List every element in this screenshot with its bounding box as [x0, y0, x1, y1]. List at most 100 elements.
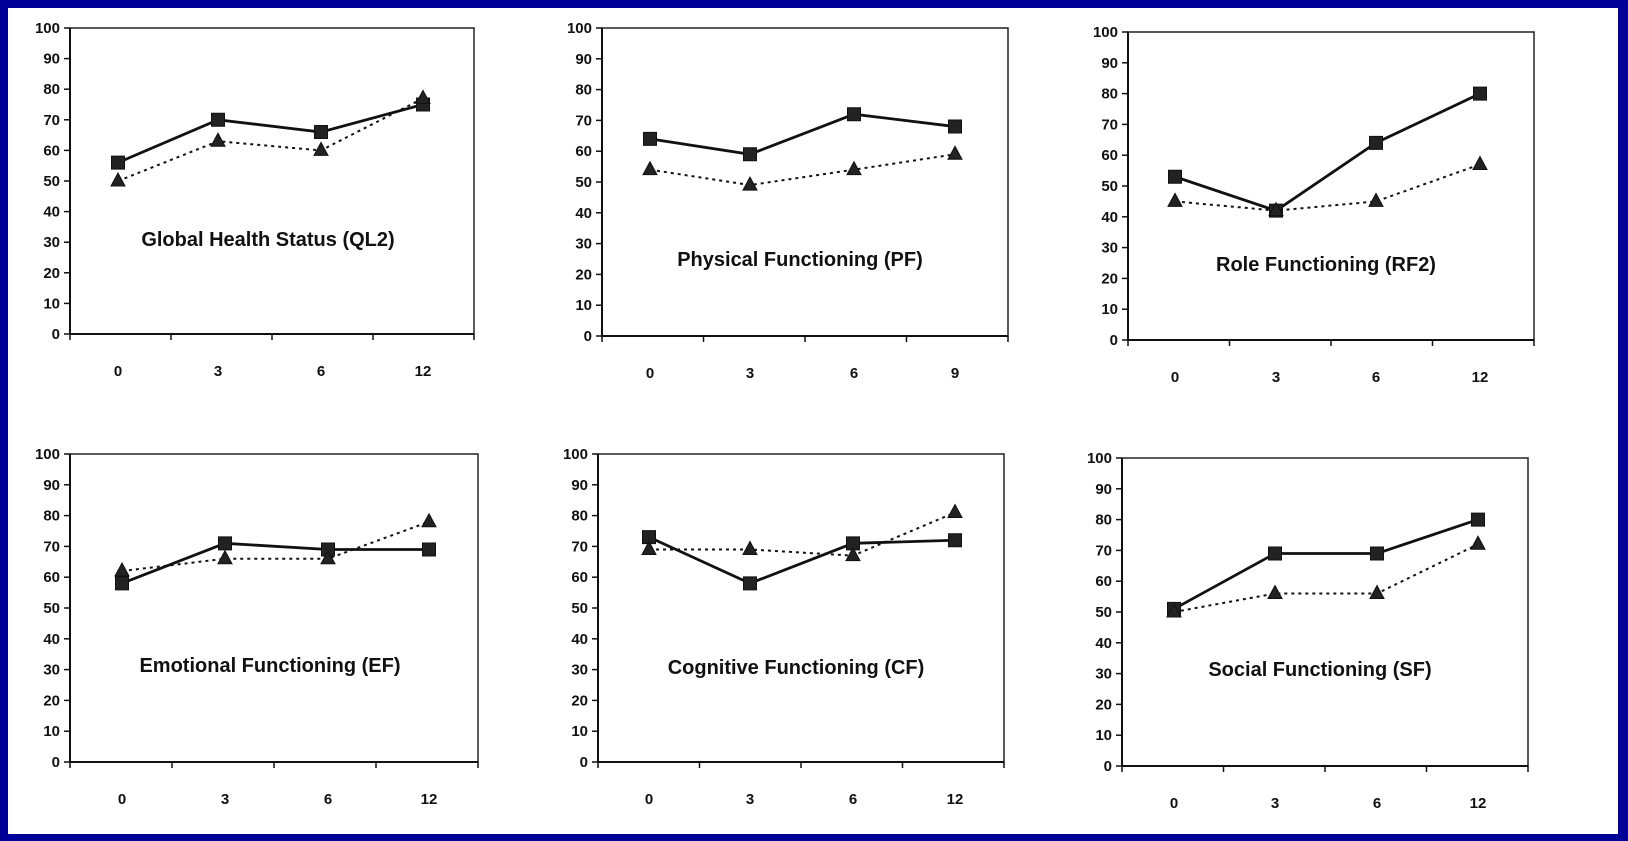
y-tick-label: 100: [35, 20, 60, 37]
y-tick-label: 70: [571, 538, 588, 555]
x-tick-label: 9: [951, 365, 959, 382]
y-tick-label: 60: [1095, 573, 1112, 590]
plot-frame: [601, 27, 1009, 337]
y-tick-label: 0: [1110, 332, 1118, 349]
x-tick-label: 6: [1373, 795, 1381, 812]
series-line-triangle: [1174, 163, 1481, 212]
data-point-square: [115, 576, 129, 591]
data-point-triangle: [947, 503, 963, 519]
data-point-triangle: [1267, 584, 1283, 600]
data-point-square: [1471, 512, 1485, 527]
chart-title: Social Functioning (SF): [1208, 659, 1431, 681]
y-tick-label: 60: [43, 142, 60, 159]
x-tick-label: 3: [214, 363, 222, 380]
y-tick-label: 10: [575, 297, 592, 314]
chart-panel-0: 0 10 20 30 40 50 60 70 80 90 100 0 3 6 12 Global Health…: [35, 20, 475, 380]
data-point-triangle: [210, 132, 226, 147]
y-tick-label: 50: [1101, 178, 1118, 195]
y-tick-label: 10: [43, 295, 60, 312]
y-tick-label: 20: [1101, 270, 1118, 287]
data-point-triangle: [845, 546, 861, 562]
data-point-square: [1268, 546, 1282, 561]
plot-frame: [1127, 31, 1535, 341]
y-tick-label: 100: [35, 446, 60, 463]
y-tick-label: 20: [43, 692, 60, 709]
data-point-square: [314, 125, 328, 140]
y-tick-label: 80: [1095, 512, 1112, 529]
data-point-triangle: [421, 512, 437, 528]
chart-title: Emotional Functioning (EF): [139, 655, 400, 677]
chart-panel-5: 0 10 20 30 40 50 60 70 80 90 100 0 3 6 12 Social Functi…: [1087, 450, 1529, 812]
x-tick-label: 3: [1272, 369, 1280, 386]
y-tick-label: 40: [1095, 635, 1112, 652]
x-tick-label: 6: [1372, 369, 1380, 386]
data-point-triangle: [1167, 192, 1183, 207]
y-tick-label: 30: [43, 662, 60, 679]
data-point-triangle: [642, 160, 658, 176]
data-point-square: [846, 536, 860, 551]
x-tick-label: 3: [221, 791, 229, 808]
data-point-square: [1369, 135, 1383, 150]
y-tick-label: 100: [1093, 24, 1118, 41]
y-tick-label: 30: [571, 662, 588, 679]
data-point-square: [743, 147, 757, 162]
series-line-triangle: [121, 520, 430, 573]
series-line-square: [117, 103, 424, 164]
y-tick-label: 70: [43, 112, 60, 129]
data-point-square: [948, 119, 962, 134]
x-tick-label: 0: [118, 791, 126, 808]
y-tick-label: 80: [575, 82, 592, 99]
y-tick-label: 50: [1095, 604, 1112, 621]
y-tick-label: 20: [1095, 696, 1112, 713]
chart-panel-2: 0 10 20 30 40 50 60 70 80 90 100 0 3 6 12 Role Function…: [1093, 24, 1535, 386]
data-point-square: [1473, 86, 1487, 101]
y-tick-label: 10: [571, 723, 588, 740]
y-tick-label: 90: [43, 477, 60, 494]
chart-title: Role Functioning (RF2): [1216, 254, 1436, 276]
chart-title: Cognitive Functioning (CF): [668, 657, 925, 679]
x-tick-label: 12: [421, 791, 438, 808]
data-point-triangle: [846, 160, 862, 176]
y-tick-label: 60: [575, 143, 592, 160]
data-point-triangle: [320, 549, 336, 565]
x-tick-label: 6: [849, 791, 857, 808]
data-point-triangle: [742, 540, 758, 555]
data-point-triangle: [947, 145, 963, 160]
y-tick-label: 80: [571, 508, 588, 525]
data-point-square: [1168, 169, 1182, 184]
y-tick-label: 50: [43, 600, 60, 617]
y-tick-label: 70: [1101, 116, 1118, 133]
y-tick-label: 20: [575, 266, 592, 283]
plot-frame: [1121, 457, 1529, 767]
y-tick-label: 10: [43, 723, 60, 740]
x-tick-label: 0: [646, 365, 654, 382]
x-tick-label: 3: [1271, 795, 1279, 812]
y-tick-label: 60: [1101, 147, 1118, 164]
data-point-square: [211, 112, 225, 127]
data-point-triangle: [415, 89, 431, 104]
data-point-triangle: [1472, 155, 1488, 170]
data-point-square: [422, 542, 436, 557]
y-tick-label: 10: [1095, 727, 1112, 744]
y-tick-label: 80: [43, 508, 60, 525]
y-tick-label: 50: [43, 173, 60, 190]
data-point-square: [643, 131, 657, 146]
y-tick-label: 90: [575, 51, 592, 68]
y-tick-label: 40: [575, 205, 592, 222]
chart-title: Physical Functioning (PF): [677, 249, 923, 271]
y-tick-label: 100: [563, 446, 588, 463]
data-point-square: [743, 576, 757, 591]
y-tick-label: 80: [43, 81, 60, 98]
y-tick-label: 90: [43, 51, 60, 68]
data-point-square: [948, 533, 962, 548]
y-tick-label: 70: [43, 538, 60, 555]
series-line-square: [121, 541, 429, 585]
x-tick-label: 0: [114, 363, 122, 380]
data-point-triangle: [110, 171, 126, 187]
y-tick-label: 90: [1095, 481, 1112, 498]
x-tick-label: 12: [1472, 369, 1489, 386]
series-line-square: [1174, 92, 1481, 213]
data-point-triangle: [1166, 602, 1182, 618]
y-tick-label: 30: [575, 236, 592, 253]
plot-frame: [69, 27, 475, 335]
